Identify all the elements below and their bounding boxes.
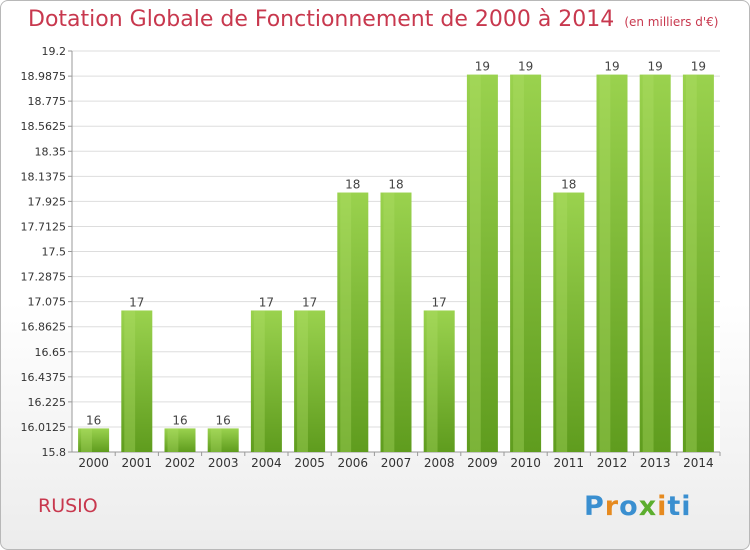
chart-title-text: Dotation Globale de Fonctionnement de 20… [28, 7, 615, 32]
logo-letter: P [584, 491, 605, 522]
bar-highlight [297, 310, 308, 452]
bar-highlight [599, 74, 611, 453]
data-label: 19 [648, 60, 663, 74]
data-label: 16 [172, 413, 187, 427]
bar [466, 74, 498, 453]
logo-letter: i [657, 491, 668, 522]
y-tick-label: 16.0125 [21, 421, 67, 434]
y-tick-label: 16.4375 [21, 371, 67, 384]
logo-letter: x [638, 491, 658, 522]
bar [250, 310, 282, 452]
x-tick-label: 2012 [597, 456, 628, 470]
x-tick-label: 2005 [294, 456, 325, 470]
bar-highlight [167, 428, 179, 452]
bar-highlight [124, 310, 136, 452]
y-tick-label: 17.5 [42, 246, 67, 259]
bar [78, 428, 110, 452]
x-tick-label: 2003 [208, 456, 239, 470]
data-label: 17 [259, 295, 274, 309]
bar [294, 310, 326, 452]
bar [207, 428, 239, 452]
logo-letter: ti [667, 491, 692, 522]
x-tick-label: 2011 [554, 456, 585, 470]
data-label: 17 [302, 295, 317, 309]
x-tick-label: 2010 [510, 456, 541, 470]
bar-highlight [556, 192, 568, 452]
chart-title: Dotation Globale de Fonctionnement de 20… [28, 7, 718, 32]
y-tick-label: 17.925 [28, 195, 67, 208]
bar [510, 74, 542, 453]
data-label: 19 [691, 60, 706, 74]
data-label: 18 [388, 178, 403, 192]
y-tick-label: 18.35 [35, 145, 67, 158]
data-label: 19 [518, 60, 533, 74]
bar [121, 310, 153, 452]
bar [337, 192, 369, 452]
y-tick-label: 15.8 [42, 446, 67, 459]
x-tick-label: 2002 [165, 456, 196, 470]
data-label: 16 [86, 413, 101, 427]
bar-highlight [383, 192, 395, 452]
bar-highlight [642, 74, 654, 453]
bar-highlight [685, 74, 697, 453]
x-tick-label: 2001 [122, 456, 153, 470]
bar [164, 428, 196, 452]
x-tick-label: 2000 [78, 456, 109, 470]
y-tick-label: 17.2875 [21, 271, 67, 284]
bar [423, 310, 455, 452]
data-label: 18 [561, 178, 576, 192]
logo-letter: o [619, 491, 639, 522]
bar [639, 74, 671, 453]
logo-letter: r [604, 491, 620, 522]
bar-highlight [513, 74, 524, 453]
x-tick-label: 2004 [251, 456, 282, 470]
y-tick-label: 18.5625 [21, 120, 67, 133]
y-tick-label: 18.775 [28, 95, 67, 108]
proxiti-logo: Proxiti [584, 491, 692, 522]
bar-highlight [210, 428, 222, 452]
y-tick-label: 18.1375 [21, 170, 67, 183]
x-tick-label: 2013 [640, 456, 671, 470]
y-tick-label: 17.7125 [21, 220, 67, 233]
x-tick-label: 2007 [381, 456, 412, 470]
x-tick-label: 2008 [424, 456, 455, 470]
data-label: 18 [345, 178, 360, 192]
y-tick-label: 16.225 [28, 396, 67, 409]
y-tick-label: 17.075 [28, 296, 67, 309]
bar-highlight [81, 428, 92, 452]
y-tick-label: 19.2 [42, 45, 67, 58]
bar-highlight [469, 74, 481, 453]
data-label: 17 [129, 295, 144, 309]
x-tick-label: 2009 [467, 456, 498, 470]
data-label: 19 [475, 60, 490, 74]
bar-highlight [340, 192, 352, 452]
bar-highlight [253, 310, 265, 452]
data-label: 16 [216, 413, 231, 427]
bar [682, 74, 714, 453]
data-label: 17 [432, 295, 447, 309]
data-label: 19 [604, 60, 619, 74]
chart-subtitle: (en milliers d'€) [624, 15, 719, 29]
y-tick-label: 18.9875 [21, 70, 67, 83]
bar [553, 192, 585, 452]
bar-highlight [426, 310, 438, 452]
bar [596, 74, 628, 453]
y-tick-label: 16.8625 [21, 321, 67, 334]
bar [380, 192, 412, 452]
commune-name: RUSIO [38, 495, 98, 517]
x-tick-label: 2014 [683, 456, 714, 470]
x-tick-label: 2006 [338, 456, 369, 470]
y-tick-label: 16.65 [35, 346, 67, 359]
